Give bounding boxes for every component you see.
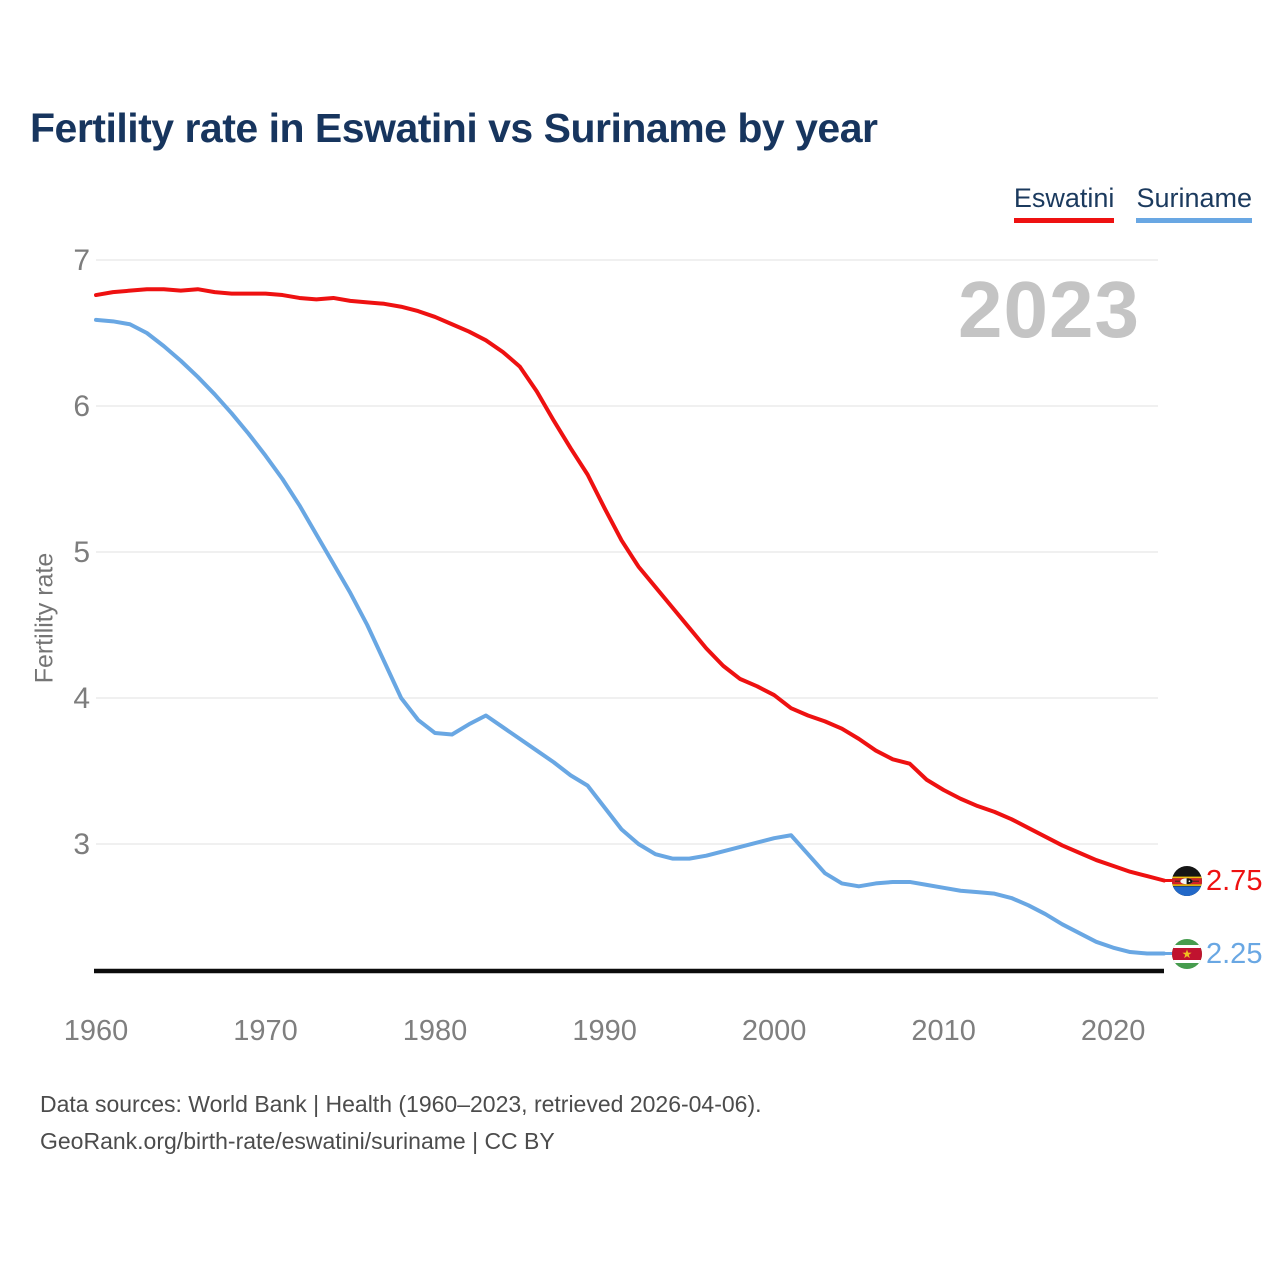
page-title: Fertility rate in Eswatini vs Suriname b… xyxy=(30,105,878,151)
x-tick-label: 1960 xyxy=(64,1015,129,1047)
legend-item-eswatini[interactable]: Eswatini xyxy=(1013,183,1115,223)
x-tick-label: 1980 xyxy=(403,1015,468,1047)
x-tick-label: 2010 xyxy=(911,1015,976,1047)
eswatini-flag-icon xyxy=(1172,865,1202,896)
y-tick-label: 6 xyxy=(73,390,90,423)
footer-line-sources: Data sources: World Bank | Health (1960–… xyxy=(40,1091,762,1117)
legend-item-suriname[interactable]: Suriname xyxy=(1136,183,1252,223)
watermark-year: 2023 xyxy=(958,265,1140,354)
x-tick-label: 1990 xyxy=(572,1015,637,1047)
footer: Data sources: World Bank | Health (1960–… xyxy=(40,1086,762,1160)
legend: Eswatini Suriname xyxy=(1013,183,1252,223)
x-tick-label: 2000 xyxy=(742,1015,807,1047)
x-tick-label: 2020 xyxy=(1081,1015,1146,1047)
y-tick-label: 5 xyxy=(73,536,90,569)
footer-line-attribution: GeoRank.org/birth-rate/eswatini/suriname… xyxy=(40,1128,555,1154)
y-tick-label: 4 xyxy=(73,682,90,715)
series-line-suriname xyxy=(94,317,1166,956)
suriname-flag-icon xyxy=(1172,938,1202,969)
y-tick-label: 3 xyxy=(73,828,90,861)
x-tick-label: 1970 xyxy=(233,1015,298,1047)
series-line-eswatini xyxy=(94,287,1166,883)
legend-label-suriname: Suriname xyxy=(1136,183,1252,213)
end-value-suriname: 2.25 xyxy=(1206,937,1263,970)
y-tick-label: 7 xyxy=(73,244,90,277)
end-value-eswatini: 2.75 xyxy=(1206,864,1263,897)
legend-label-eswatini: Eswatini xyxy=(1013,183,1115,213)
